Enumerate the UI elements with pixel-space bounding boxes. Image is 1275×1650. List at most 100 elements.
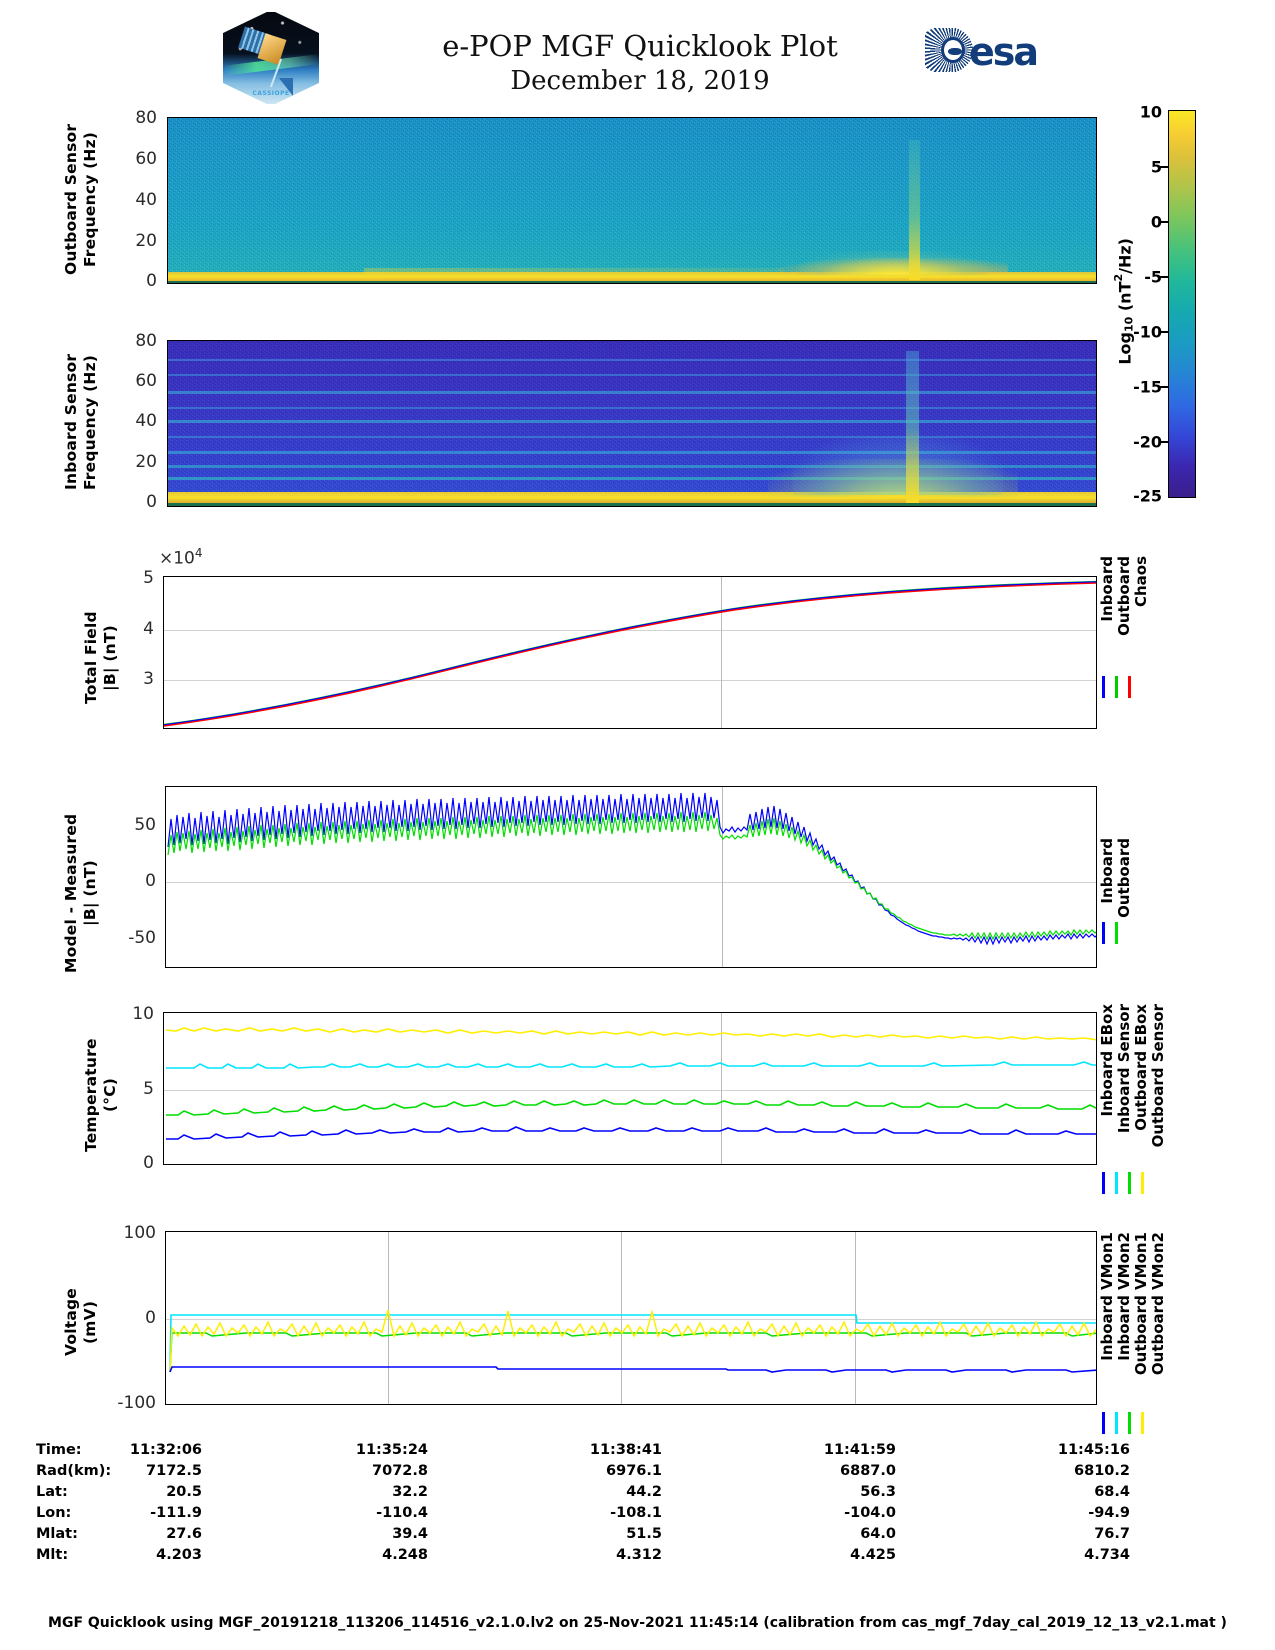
gridline [166,1319,1096,1320]
trace-inboard-vmon1 [169,1366,1096,1373]
cell: -108.1 [610,1505,662,1521]
cell: 68.4 [1094,1484,1130,1500]
legend-label: Outboard EBox [1132,1004,1150,1131]
harmonic-stripe [168,359,1096,361]
table-row: Rad(km): 7172.5 7072.8 6976.1 6887.0 681… [0,1463,1275,1484]
legend-label: Inboard [1098,838,1116,904]
legend-label: Outboard VMon2 [1149,1232,1167,1376]
cell: 6887.0 [840,1463,896,1479]
table-row: Mlt: 4.203 4.248 4.312 4.425 4.734 [0,1547,1275,1568]
gridline [164,1090,1096,1091]
cell: 11:41:59 [823,1442,896,1458]
table-row: Mlat: 27.6 39.4 51.5 64.0 76.7 [0,1526,1275,1547]
y-tick: 80 [135,331,157,351]
legend-swatch-inboard [1102,676,1105,698]
cell: -110.4 [376,1505,428,1521]
cell: 32.2 [392,1484,428,1500]
y-tick: 100 [123,1223,156,1243]
y-tick: 0 [146,492,157,512]
legend-swatch-inboard-vmon1 [1102,1412,1105,1434]
y-tick: 40 [135,411,157,431]
y-tick: 50 [134,815,156,835]
plot-total-field [163,576,1097,729]
trace-outboard-vmon1 [169,1332,1096,1373]
legend-swatch-outboard-sensor [1141,1172,1144,1194]
cell: 27.6 [166,1526,202,1542]
colorbar-axis-label: Log10 (nT2/Hz) [1112,238,1136,365]
trace-outboard-vmon2 [169,1309,1096,1373]
y-tick: 0 [145,1308,156,1328]
y-tick: 80 [135,108,157,128]
cell: 6976.1 [606,1463,662,1479]
gridline [721,577,722,728]
legend-label: Inboard VMon2 [1115,1232,1133,1361]
cell: 7072.8 [372,1463,428,1479]
y-tick: 20 [135,452,157,472]
plot-model-minus-measured [165,786,1097,968]
cell: 51.5 [626,1526,662,1542]
legend-swatch-inboard-vmon2 [1115,1412,1118,1434]
harmonic-stripe [168,465,1096,468]
gridline [721,1013,722,1164]
y-axis-exponent: ×104 [159,546,203,569]
footnote: MGF Quicklook using MGF_20191218_113206_… [48,1615,1227,1631]
legend-label: Inboard EBox [1098,1004,1116,1117]
gridline [722,787,723,967]
colorbar-gradient [1168,110,1196,498]
cell: 4.425 [850,1547,896,1563]
cell: 44.2 [626,1484,662,1500]
table-row: Time: 11:32:06 11:35:24 11:38:41 11:41:5… [0,1442,1275,1463]
colorbar-tick: -20 [1133,432,1162,452]
colorbar-tick: -5 [1144,267,1162,287]
cell: 11:35:24 [355,1442,428,1458]
row-label: Lat: [36,1484,68,1500]
y-tick: 60 [135,371,157,391]
harmonic-stripe [168,374,1096,376]
emission-band-low [168,492,1096,503]
gridline [164,630,1096,631]
cell: 4.312 [616,1547,662,1563]
y-tick: 20 [135,231,157,251]
cell: 39.4 [392,1526,428,1542]
esa-wordmark: esa [969,30,1039,74]
legend-label: Chaos [1132,556,1150,608]
gridline [855,1232,856,1404]
table-row: Lat: 20.5 32.2 44.2 56.3 68.4 [0,1484,1275,1505]
y-tick: 5 [143,568,154,588]
esa-logo-icon: esa [925,28,1047,74]
trace-inboard-vmon2 [169,1314,1096,1373]
cell: 11:45:16 [1057,1442,1130,1458]
cell: 4.248 [382,1547,428,1563]
model-measured-traces [167,792,1096,946]
y-tick: 10 [132,1004,154,1024]
spectrogram-inboard [167,340,1097,507]
harmonic-stripe [168,420,1096,423]
row-label: Mlat: [36,1526,78,1542]
harmonic-stripe [168,451,1096,454]
table-row: Lon: -111.9 -110.4 -108.1 -104.0 -94.9 [0,1505,1275,1526]
panel-ylabel: Total Field |B| (nT) [82,611,119,705]
legend-swatch-outboard-vmon1 [1128,1412,1131,1434]
legend-label: Outboard VMon1 [1132,1232,1150,1376]
cell: 11:32:06 [129,1442,202,1458]
legend-swatch-outboard [1115,676,1118,698]
y-tick: -50 [128,928,156,948]
y-tick: -100 [117,1393,156,1413]
colorbar-tick: 5 [1150,157,1162,177]
y-tick: 40 [135,190,157,210]
cell: 7172.5 [146,1463,202,1479]
gridline [621,1232,622,1404]
cell: 11:38:41 [589,1442,662,1458]
title-main: e-POP MGF Quicklook Plot [442,29,838,63]
legend-label: Inboard VMon1 [1098,1232,1116,1361]
legend-swatch-inboard-sensor [1115,1172,1118,1194]
plot-voltage [165,1231,1097,1405]
cell: -94.9 [1088,1505,1130,1521]
title-subtitle: December 18, 2019 [510,66,770,96]
trace-inboard-sensor [166,1061,1096,1069]
harmonic-stripe [168,436,1096,438]
colorbar-tick: -10 [1133,322,1162,342]
harmonic-stripe [168,477,1096,480]
y-tick: 60 [135,149,157,169]
